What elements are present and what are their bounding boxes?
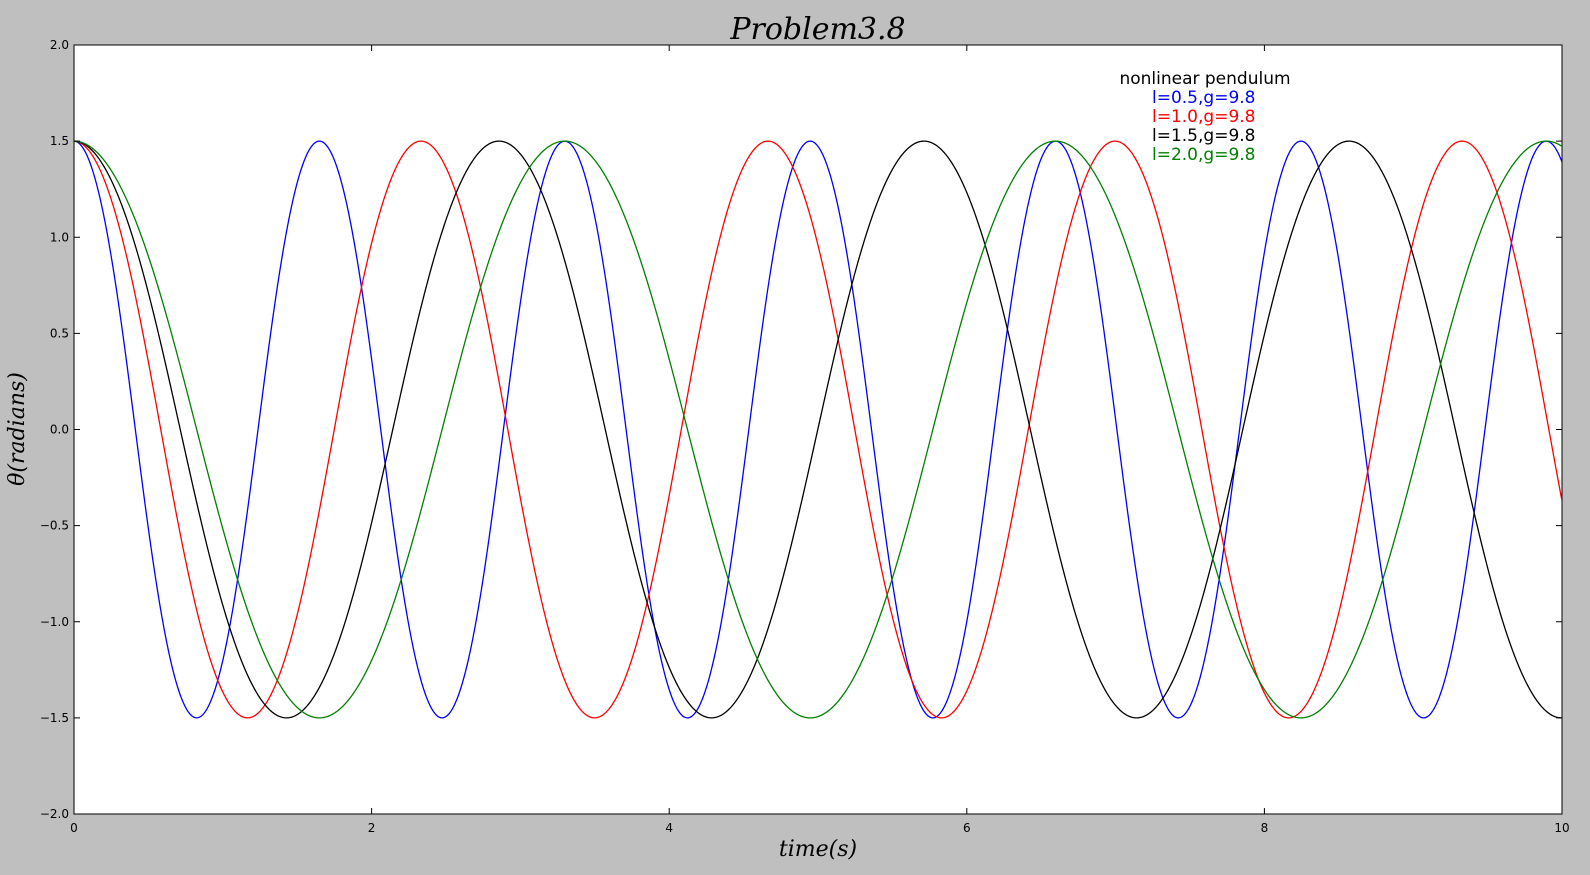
series-line-05	[74, 140, 1562, 719]
y-tick-label: 2.0	[50, 38, 69, 52]
series-layer	[74, 140, 1562, 719]
y-tick-label: −1.0	[40, 615, 69, 629]
series-line-2	[74, 140, 1562, 719]
legend-entry-l05: l=0.5,g=9.8	[1152, 88, 1255, 108]
legend-title: nonlinear pendulum	[1119, 69, 1290, 89]
legend-entry-l10: l=1.0,g=9.8	[1152, 107, 1255, 127]
y-tick-label: 1.5	[50, 134, 69, 148]
legend-entry-l20: l=2.0,g=9.8	[1152, 145, 1255, 165]
series-line-1	[74, 140, 1562, 719]
x-tick-label: 8	[1261, 821, 1269, 835]
y-tick-label: −2.0	[40, 807, 69, 821]
y-tick-label: 1.0	[50, 230, 69, 244]
x-axis-label: time(s)	[779, 837, 857, 862]
legend-entry-l15: l=1.5,g=9.8	[1152, 126, 1255, 146]
tick-layer: 0 2 4 6 8 10 −2.0 −1.5 −1.0 −0.5 0.0 0.5 1.0 1.5 2.0	[40, 38, 1570, 835]
x-tick-label: 4	[665, 821, 673, 835]
x-tick-label: 0	[70, 821, 78, 835]
y-tick-label: 0.5	[50, 326, 69, 340]
y-tick-label: 0.0	[50, 423, 69, 437]
y-axis-label: θ(radians)	[5, 372, 30, 486]
x-tick-label: 10	[1554, 821, 1569, 835]
chart-title: Problem3.8	[729, 12, 905, 47]
x-tick-label: 6	[963, 821, 971, 835]
legend: nonlinear pendulum l=0.5,g=9.8 l=1.0,g=9…	[1119, 69, 1290, 165]
series-line-15	[74, 140, 1562, 719]
x-tick-label: 2	[368, 821, 376, 835]
y-tick-label: −1.5	[40, 711, 69, 725]
y-tick-label: −0.5	[40, 519, 69, 533]
